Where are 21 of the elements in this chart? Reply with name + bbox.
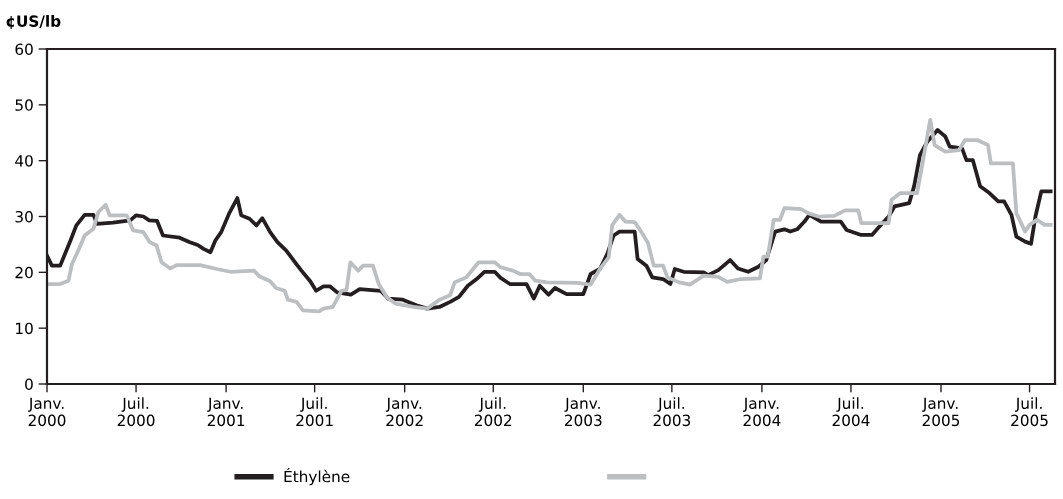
y-tick-label: 50 (15, 99, 33, 111)
x-tick-label: Janv. 2002 (385, 397, 423, 427)
y-tick-label: 30 (15, 210, 33, 223)
x-tick-label: Juil. 2000 (117, 397, 155, 427)
x-tick-label: Janv. 2004 (742, 397, 781, 427)
x-tick-label: Juil. 2003 (653, 397, 691, 427)
x-tick-label: Juil. 2002 (474, 397, 512, 427)
y-tick-label: 40 (15, 155, 33, 167)
x-tick-label: Janv. 2005 (922, 397, 960, 427)
y-tick-label: 20 (15, 266, 33, 279)
x-tick-label: Juil. 2004 (832, 397, 870, 427)
legend-label: Éthylène (284, 467, 350, 486)
x-tick-label: Janv. 2001 (207, 397, 245, 427)
x-tick-label: Janv. 2000 (28, 397, 66, 427)
y-tick-label: 60 (15, 43, 33, 56)
y-tick-label: 0 (25, 378, 33, 391)
y-tick-label: 10 (16, 322, 33, 335)
x-tick-label: Janv. 2003 (564, 397, 602, 427)
y-axis-title: ¢US/lb (6, 15, 61, 30)
x-tick-label: Juil. 2001 (296, 397, 333, 427)
x-tick-label: Juil. 2005 (1011, 397, 1048, 427)
